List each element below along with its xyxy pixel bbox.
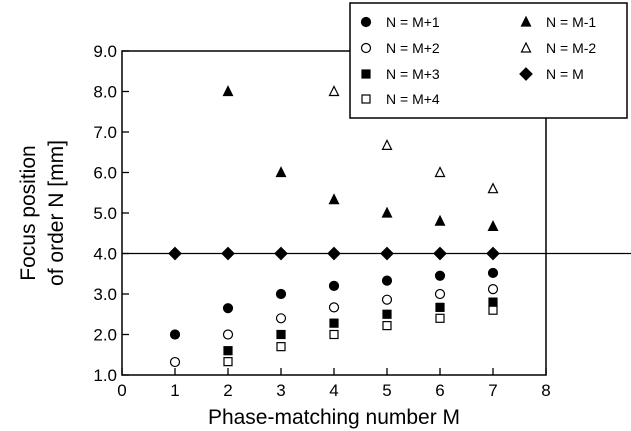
x-axis-ticks: 0 1 2 3 4 5 6 7 8 bbox=[117, 368, 551, 400]
data-point-series-6 bbox=[380, 246, 394, 261]
data-point-series-5 bbox=[381, 139, 393, 150]
data-point-series-3 bbox=[435, 313, 445, 323]
data-point-series-1 bbox=[328, 302, 340, 313]
y-tick-label: 2.0 bbox=[93, 326, 117, 345]
y-tick-label: 3.0 bbox=[93, 285, 117, 304]
y-tick-label: 4.0 bbox=[93, 245, 117, 264]
y-tick-label: 7.0 bbox=[93, 123, 117, 142]
data-point-series-2 bbox=[435, 302, 445, 312]
legend-label-4: N = M-1 bbox=[546, 14, 596, 30]
data-point-series-2 bbox=[488, 297, 498, 307]
x-tick-label: 2 bbox=[223, 381, 232, 400]
legend-marker-5 bbox=[520, 41, 532, 53]
legend-label-1: N = M+2 bbox=[386, 40, 440, 56]
legend-label-2: N = M+3 bbox=[386, 66, 440, 82]
data-point-series-6 bbox=[486, 246, 500, 261]
data-point-series-2 bbox=[223, 346, 233, 356]
data-point-series-4 bbox=[275, 166, 287, 178]
y-tick-label: 8.0 bbox=[93, 83, 117, 102]
x-axis-label: Phase-matching number M bbox=[208, 406, 460, 429]
legend-marker-4 bbox=[520, 15, 532, 27]
legend: N = M+1 N = M+2 N = M+3 N = M+4 N = M-1 N = M… bbox=[349, 2, 628, 119]
x-tick-label: 7 bbox=[488, 381, 497, 400]
data-point-series-4 bbox=[222, 85, 234, 97]
legend-label-5: N = M-2 bbox=[546, 40, 596, 56]
data-point-series-1 bbox=[487, 284, 499, 295]
data-point-series-4 bbox=[487, 220, 499, 231]
data-point-series-2 bbox=[329, 318, 339, 328]
x-tick-label: 3 bbox=[276, 381, 285, 400]
data-point-series-0 bbox=[434, 270, 446, 281]
legend-box bbox=[349, 2, 628, 119]
legend-marker-3 bbox=[361, 94, 371, 104]
y-tick-label: 6.0 bbox=[93, 164, 117, 183]
data-point-series-6 bbox=[274, 246, 288, 261]
y-axis-label-line-2: of order N [mm] bbox=[45, 140, 68, 286]
y-axis-label-line-1: Focus position bbox=[17, 145, 40, 280]
data-point-series-2 bbox=[276, 329, 286, 340]
data-point-series-3 bbox=[223, 357, 233, 367]
legend-label-3: N = M+4 bbox=[386, 91, 440, 107]
y-tick-label: 5.0 bbox=[93, 204, 117, 223]
y-tick-label: 1.0 bbox=[93, 366, 117, 385]
data-point-series-1 bbox=[381, 294, 393, 305]
data-point-series-0 bbox=[275, 288, 287, 300]
legend-label-0: N = M+1 bbox=[386, 14, 440, 30]
data-point-series-1 bbox=[275, 313, 287, 324]
data-point-series-5 bbox=[328, 85, 340, 97]
legend-marker-0 bbox=[360, 16, 372, 28]
legend-marker-6 bbox=[519, 67, 533, 81]
data-points bbox=[168, 85, 500, 368]
data-point-series-0 bbox=[222, 303, 234, 314]
legend-label-6: N = M bbox=[546, 66, 584, 82]
data-point-series-6 bbox=[433, 246, 447, 261]
x-tick-label: 8 bbox=[541, 381, 550, 400]
data-point-series-6 bbox=[327, 246, 341, 261]
data-point-series-3 bbox=[488, 305, 498, 315]
data-point-series-1 bbox=[434, 288, 446, 300]
data-point-series-1 bbox=[222, 329, 234, 340]
data-point-series-2 bbox=[382, 309, 392, 319]
data-point-series-0 bbox=[381, 275, 393, 286]
x-tick-label: 1 bbox=[170, 381, 179, 400]
data-point-series-0 bbox=[487, 267, 499, 279]
data-point-series-4 bbox=[381, 206, 393, 218]
data-point-series-4 bbox=[434, 214, 446, 226]
data-point-series-6 bbox=[168, 246, 182, 261]
data-point-series-4 bbox=[328, 193, 340, 205]
data-point-series-3 bbox=[329, 329, 339, 340]
x-tick-label: 0 bbox=[117, 381, 126, 400]
data-point-series-5 bbox=[487, 182, 499, 194]
legend-marker-2 bbox=[361, 69, 371, 79]
data-point-series-1 bbox=[169, 356, 181, 368]
x-tick-label: 4 bbox=[329, 381, 338, 400]
data-point-series-0 bbox=[328, 280, 340, 291]
data-point-series-0 bbox=[169, 329, 181, 340]
data-point-series-5 bbox=[434, 166, 446, 178]
data-point-series-6 bbox=[221, 246, 235, 261]
data-point-series-3 bbox=[276, 342, 286, 352]
x-tick-label: 5 bbox=[382, 381, 391, 400]
y-tick-label: 9.0 bbox=[93, 42, 117, 61]
data-point-series-3 bbox=[382, 320, 392, 331]
y-axis-ticks: 1.0 2.0 3.0 4.0 5.0 6.0 7.0 8.0 9.0 bbox=[93, 42, 129, 385]
legend-marker-1 bbox=[360, 42, 372, 54]
x-tick-label: 6 bbox=[435, 381, 444, 400]
